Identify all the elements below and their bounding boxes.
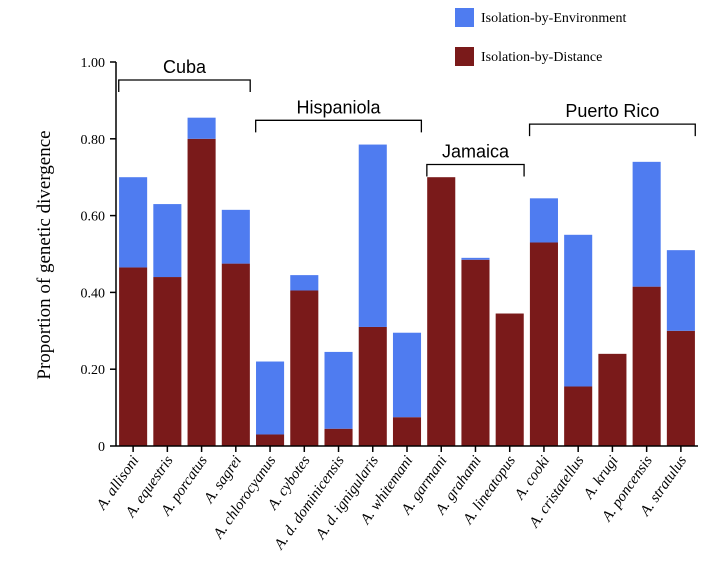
bar-environment bbox=[119, 177, 148, 268]
legend-label-environment: Isolation-by-Environment bbox=[481, 11, 627, 26]
axes-group: 0 0.20 0.40 0.60 0.80 1.00 bbox=[81, 56, 698, 455]
y-tick-label: 0 bbox=[98, 440, 105, 455]
bar-distance bbox=[461, 259, 490, 446]
bar-distance bbox=[119, 267, 148, 446]
bar-environment bbox=[290, 275, 319, 291]
bar-distance bbox=[256, 434, 285, 446]
group-label: Jamaica bbox=[442, 141, 510, 161]
bar-distance bbox=[564, 386, 593, 446]
y-tick-label: 0.80 bbox=[81, 133, 106, 148]
bar-distance bbox=[221, 263, 250, 446]
bar-environment bbox=[392, 332, 422, 418]
bar-distance bbox=[598, 353, 627, 446]
bar-environment bbox=[666, 250, 695, 331]
group-bracket bbox=[255, 119, 423, 133]
bar-distance bbox=[495, 313, 524, 446]
y-tick-label: 0.40 bbox=[81, 286, 106, 301]
bar-environment bbox=[564, 234, 593, 387]
y-tick-label: 0.20 bbox=[81, 363, 106, 378]
y-tick-label: 0.60 bbox=[81, 210, 106, 225]
group-label: Puerto Rico bbox=[565, 101, 659, 121]
group-label: Hispaniola bbox=[296, 97, 381, 117]
bar-distance bbox=[666, 330, 695, 446]
bar-environment bbox=[529, 198, 558, 243]
bar-distance bbox=[358, 326, 387, 446]
group-label: Cuba bbox=[163, 57, 207, 77]
bar-environment bbox=[153, 204, 182, 278]
bar-distance bbox=[187, 138, 216, 447]
bar-environment bbox=[221, 209, 250, 264]
bar-distance bbox=[153, 277, 182, 446]
bar-distance bbox=[290, 290, 319, 446]
bar-environment bbox=[324, 351, 353, 429]
bar-environment bbox=[256, 361, 285, 435]
y-axis-title: Proportion of genetic divergence bbox=[34, 130, 55, 379]
bar-distance bbox=[427, 177, 456, 446]
island-groups: Cuba Hispaniola Jamaica Puerto Rico bbox=[118, 57, 696, 177]
bar-environment bbox=[358, 144, 387, 327]
legend-swatch-environment bbox=[455, 8, 474, 27]
group-bracket bbox=[118, 79, 251, 92]
bar-environment bbox=[632, 161, 661, 287]
bar-distance bbox=[324, 428, 353, 446]
group-bracket bbox=[426, 163, 525, 177]
legend-swatch-distance bbox=[455, 47, 474, 66]
legend-label-distance: Isolation-by-Distance bbox=[481, 50, 602, 65]
legend: Isolation-by-Environment Isolation-by-Di… bbox=[455, 8, 627, 66]
group-bracket bbox=[528, 123, 696, 137]
bar-distance bbox=[632, 286, 661, 446]
bars-group bbox=[119, 117, 695, 447]
y-tick-label: 1.00 bbox=[81, 56, 106, 71]
bar-distance bbox=[529, 242, 558, 446]
bar-distance bbox=[392, 417, 422, 446]
bar-environment bbox=[187, 117, 216, 139]
bar-environment bbox=[461, 257, 490, 260]
